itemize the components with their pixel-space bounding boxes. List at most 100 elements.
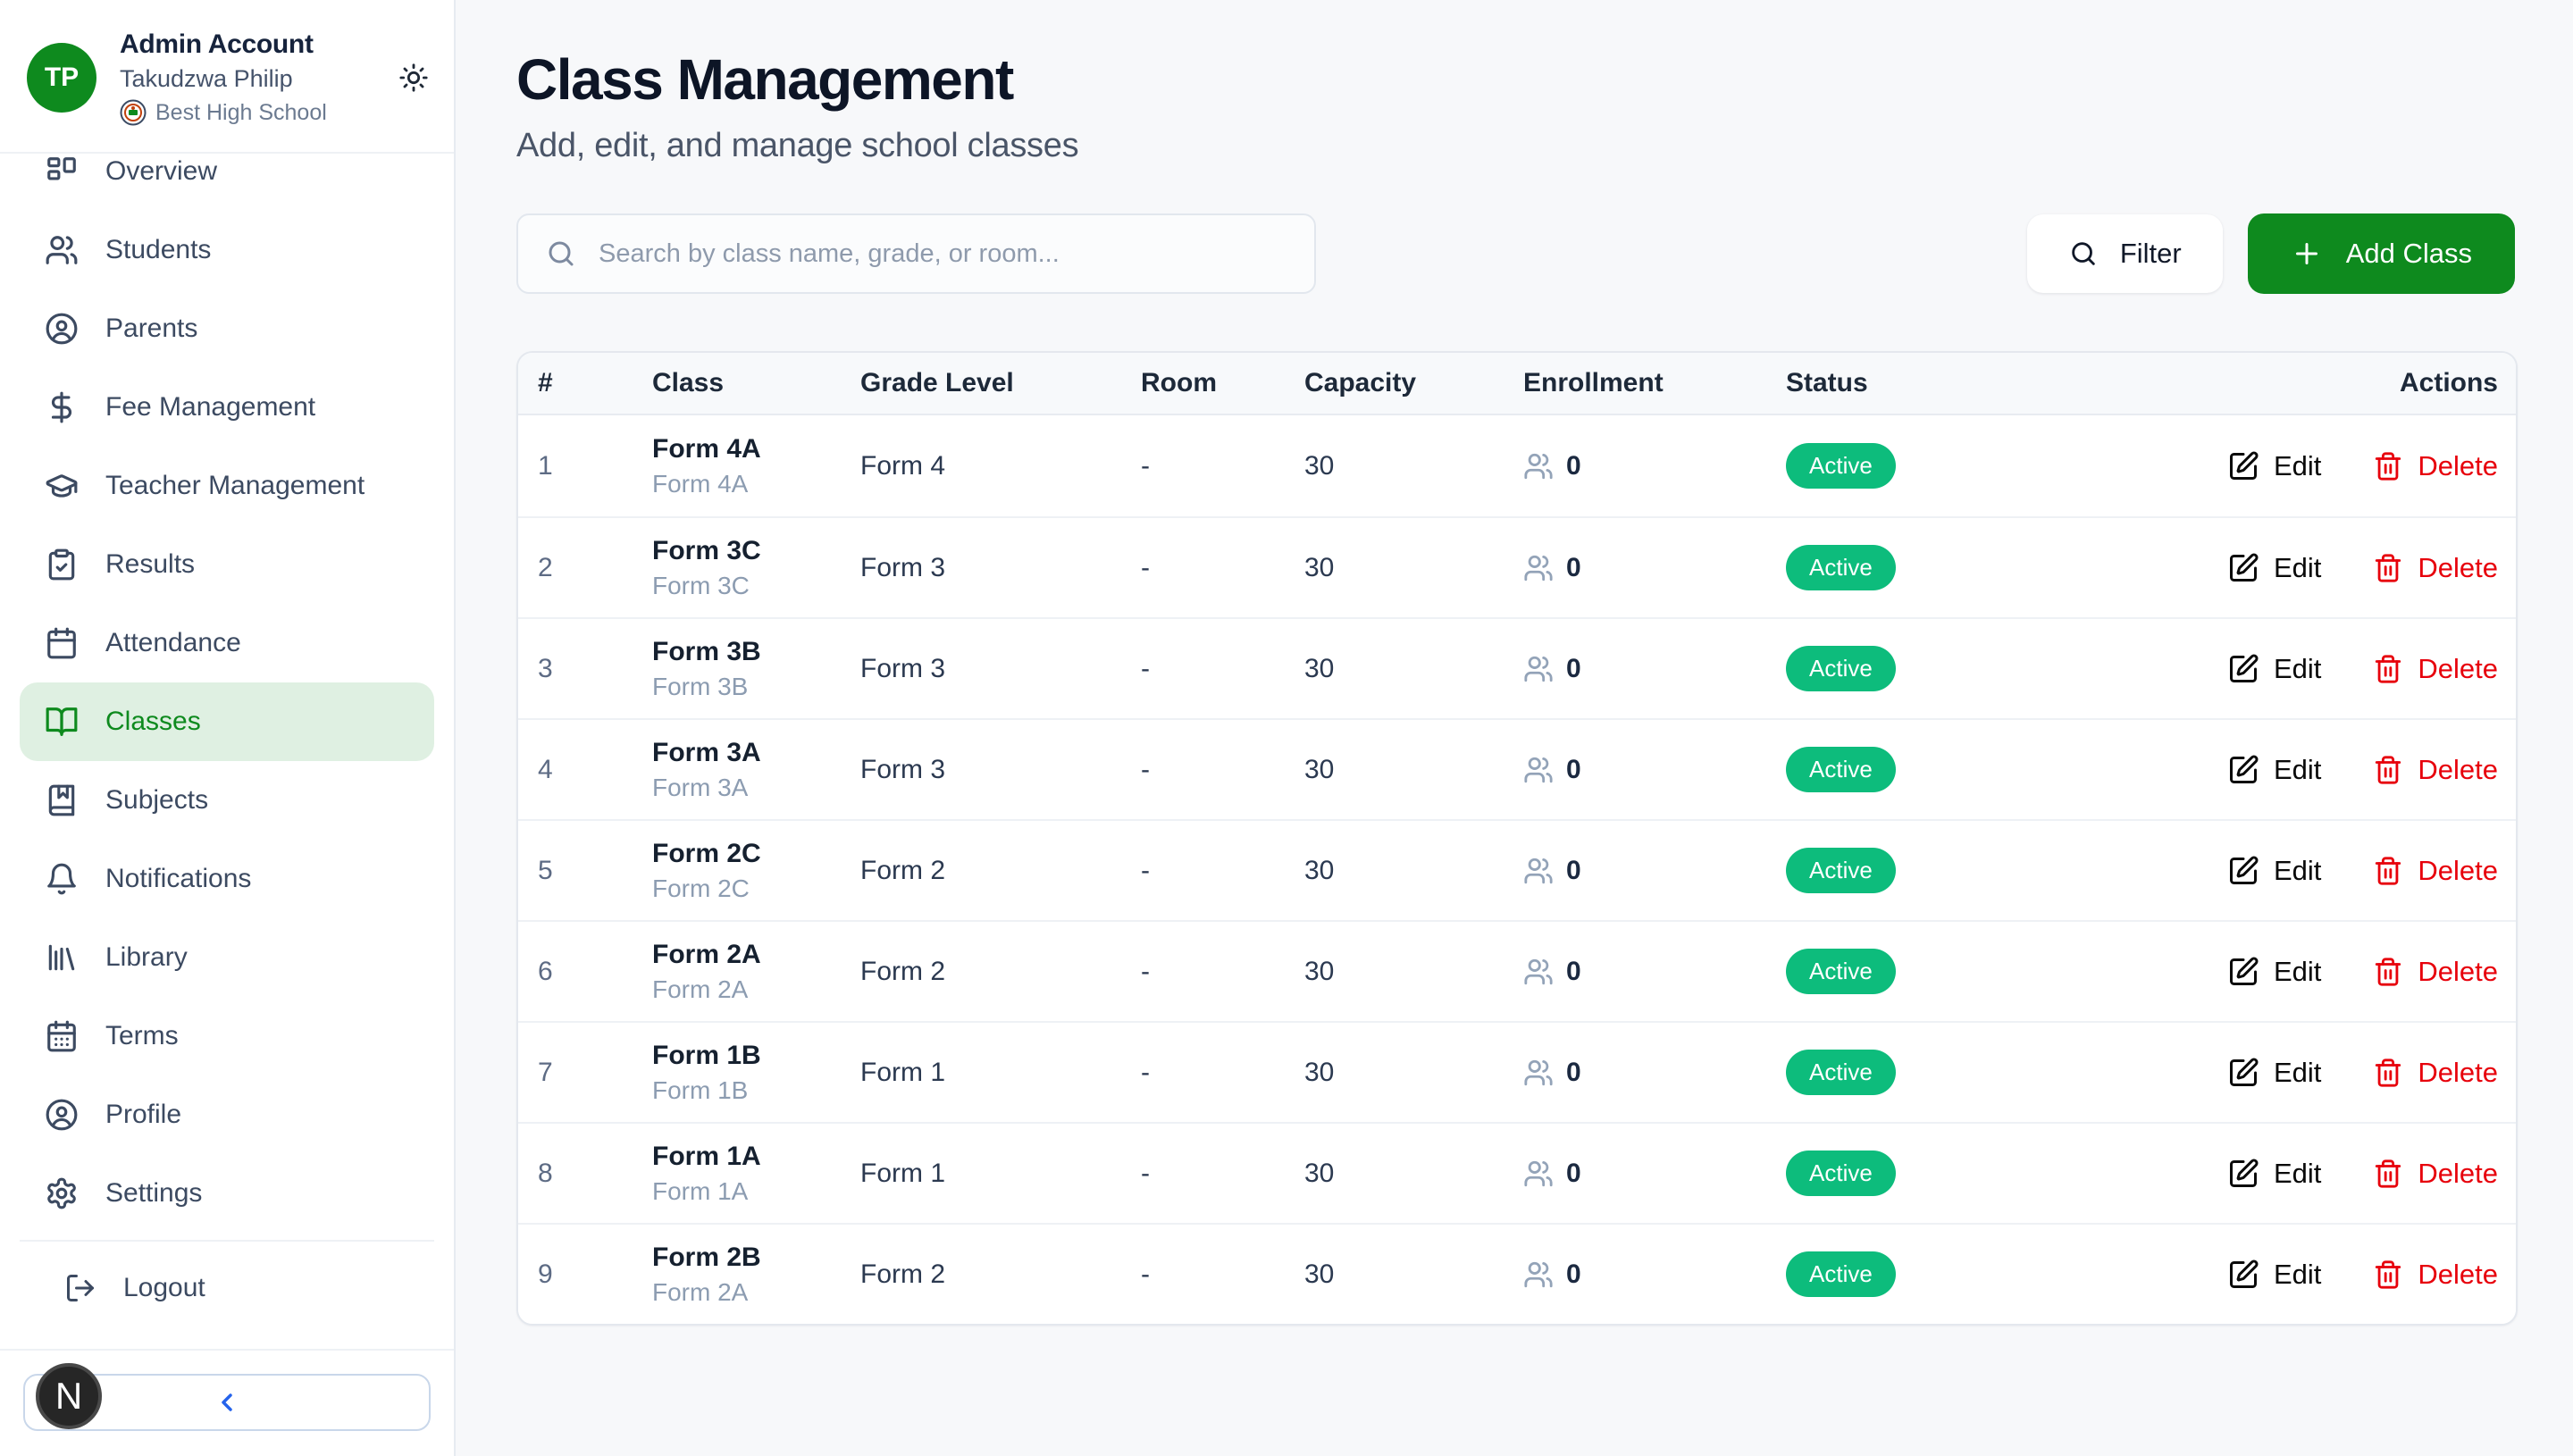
sidebar-item-profile[interactable]: Profile	[20, 1075, 434, 1154]
users-icon	[46, 236, 78, 264]
nextjs-dev-badge[interactable]: N	[36, 1363, 102, 1429]
delete-button[interactable]: Delete	[2373, 450, 2498, 482]
class-name: Form 2A	[652, 939, 761, 969]
add-class-button[interactable]: Add Class	[2247, 213, 2515, 294]
enrollment-cell: 0	[1523, 1058, 1786, 1088]
edit-button[interactable]: Edit	[2227, 754, 2321, 786]
delete-button[interactable]: Delete	[2373, 754, 2498, 786]
status-badge: Active	[1786, 1151, 1896, 1196]
edit-button[interactable]: Edit	[2227, 653, 2321, 685]
search-input[interactable]	[516, 213, 1316, 294]
sidebar-item-label: Overview	[105, 156, 218, 186]
row-number: 1	[538, 450, 553, 481]
column-header-class: Class	[652, 368, 725, 397]
column-header-grade: Grade Level	[860, 368, 1014, 397]
table-row: 7 Form 1B Form 1B Form 1 - 30 0 Active	[518, 1021, 2516, 1122]
edit-button[interactable]: Edit	[2227, 1259, 2321, 1291]
filter-label: Filter	[2119, 238, 2182, 269]
user-circle-icon	[46, 1099, 78, 1131]
sidebar-item-teacher-management[interactable]: Teacher Management	[20, 447, 434, 525]
edit-button[interactable]: Edit	[2227, 1158, 2321, 1190]
sidebar-item-overview[interactable]: Overview	[20, 132, 434, 211]
search-icon	[2072, 242, 2095, 265]
table-row: 1 Form 4A Form 4A Form 4 - 30 0 Active	[518, 415, 2516, 516]
delete-button[interactable]: Delete	[2373, 1057, 2498, 1089]
trash-icon	[2376, 553, 2401, 582]
sidebar-item-library[interactable]: Library	[20, 918, 434, 997]
edit-button[interactable]: Edit	[2227, 855, 2321, 887]
sidebar-item-results[interactable]: Results	[20, 525, 434, 604]
sidebar-item-notifications[interactable]: Notifications	[20, 840, 434, 918]
row-number: 5	[538, 855, 553, 885]
class-cell: Form 4A Form 4A	[652, 434, 860, 498]
status-cell: Active	[1786, 443, 2227, 489]
sidebar-item-label: Profile	[105, 1100, 182, 1129]
bell-icon	[47, 863, 76, 895]
delete-button[interactable]: Delete	[2373, 1259, 2498, 1291]
toolbar: Filter Add Class	[516, 213, 2515, 294]
sidebar: TP Admin Account Takudzwa Philip Best Hi…	[0, 0, 456, 1456]
logout-button[interactable]: Logout	[20, 1249, 434, 1327]
edit-icon	[2229, 552, 2259, 582]
plus-icon	[2295, 243, 2317, 264]
trash-icon	[2376, 856, 2401, 885]
grade-level: Form 3	[860, 754, 946, 784]
overview-icon	[47, 157, 76, 180]
actions-cell: Edit Delete	[2227, 450, 2498, 482]
enrollment-cell: 0	[1523, 1259, 1786, 1290]
column-header-capacity: Capacity	[1304, 368, 1417, 397]
enrollment-count: 0	[1566, 956, 1581, 986]
edit-button[interactable]: Edit	[2227, 956, 2321, 988]
delete-label: Delete	[2418, 753, 2498, 785]
actions-cell: Edit Delete	[2227, 1259, 2498, 1291]
table-row: 5 Form 2C Form 2C Form 2 - 30 0 Active	[518, 819, 2516, 920]
actions-cell: Edit Delete	[2227, 855, 2498, 887]
sidebar-item-students[interactable]: Students	[20, 211, 434, 289]
trash-icon	[2376, 1159, 2401, 1188]
capacity: 30	[1304, 956, 1335, 986]
sidebar-item-fee-management[interactable]: Fee Management	[20, 368, 434, 447]
trash-icon	[2376, 1259, 2401, 1289]
sidebar-item-parents[interactable]: Parents	[20, 289, 434, 368]
delete-label: Delete	[2418, 1258, 2498, 1290]
delete-button[interactable]: Delete	[2373, 552, 2498, 584]
table-row: 4 Form 3A Form 3A Form 3 - 30 0 Active	[518, 718, 2516, 819]
filter-button[interactable]: Filter	[2026, 214, 2223, 293]
delete-button[interactable]: Delete	[2373, 855, 2498, 887]
status-cell: Active	[1786, 747, 2227, 792]
edit-button[interactable]: Edit	[2227, 1057, 2321, 1089]
class-subname: Form 3B	[652, 672, 749, 700]
capacity: 30	[1304, 754, 1335, 784]
sidebar-item-attendance[interactable]: Attendance	[20, 604, 434, 682]
sidebar-item-settings[interactable]: Settings	[20, 1154, 434, 1233]
row-number: 9	[538, 1259, 553, 1289]
delete-button[interactable]: Delete	[2373, 1158, 2498, 1190]
graduation-cap-icon	[46, 474, 78, 498]
trash-icon	[2376, 654, 2401, 683]
users-icon	[1524, 858, 1553, 883]
delete-button[interactable]: Delete	[2373, 653, 2498, 685]
user-circle-icon	[46, 313, 78, 345]
table-header-row: # Class Grade Level Room Capacity Enroll…	[518, 353, 2516, 415]
delete-label: Delete	[2418, 449, 2498, 481]
edit-label: Edit	[2273, 753, 2322, 785]
theme-toggle-sun-icon[interactable]	[398, 63, 429, 93]
calendar-icon	[47, 627, 76, 659]
class-subname: Form 3A	[652, 773, 749, 801]
capacity: 30	[1304, 1259, 1335, 1289]
edit-label: Edit	[2273, 1157, 2322, 1189]
chevron-left-icon	[222, 1393, 232, 1411]
search-wrap	[516, 213, 1316, 294]
sidebar-item-classes[interactable]: Classes	[20, 682, 434, 761]
account-text: Admin Account Takudzwa Philip Best High …	[120, 29, 375, 126]
actions-cell: Edit Delete	[2227, 1158, 2498, 1190]
enrollment-cell: 0	[1523, 451, 1786, 481]
delete-button[interactable]: Delete	[2373, 956, 2498, 988]
sidebar-item-terms[interactable]: Terms	[20, 997, 434, 1075]
class-subname: Form 2A	[652, 1277, 749, 1306]
edit-button[interactable]: Edit	[2227, 552, 2321, 584]
edit-button[interactable]: Edit	[2227, 450, 2321, 482]
room: -	[1141, 1158, 1150, 1188]
sidebar-item-subjects[interactable]: Subjects	[20, 761, 434, 840]
edit-label: Edit	[2273, 1258, 2322, 1290]
